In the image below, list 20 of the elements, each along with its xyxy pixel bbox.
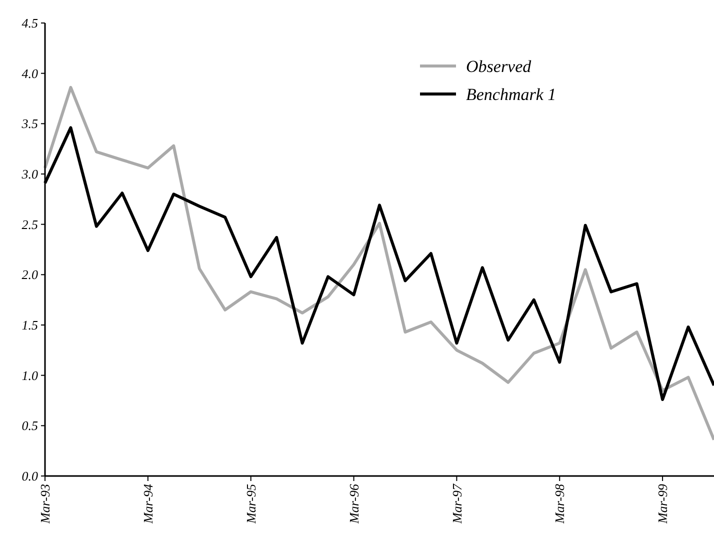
legend-label: Observed: [466, 56, 532, 76]
y-tick-label: 3.5: [20, 116, 38, 132]
x-tick-label: Mar-94: [140, 484, 156, 524]
x-tick-label: Mar-98: [552, 484, 568, 524]
x-tick-label: Mar-96: [346, 484, 362, 524]
y-tick-label: 4.5: [22, 16, 38, 31]
y-tick-label: 2.5: [22, 216, 38, 232]
y-tick-label: 0.5: [22, 418, 38, 434]
y-tick-label: 1.0: [22, 368, 38, 383]
y-tick-label: 2.0: [22, 267, 38, 282]
legend-label: Benchmark 1: [466, 84, 556, 104]
x-tick-label: Mar-95: [243, 484, 258, 524]
y-tick-label: 4.0: [22, 66, 38, 81]
y-tick-label: 0.0: [22, 468, 38, 484]
x-tick-label: Mar-97: [449, 484, 464, 524]
y-tick-label: 3.0: [20, 166, 38, 182]
x-tick-label: Mar-99: [655, 484, 670, 524]
y-tick-label: 1.5: [22, 318, 38, 333]
x-tick-label: Mar-93: [38, 484, 53, 524]
line-series: [44, 86, 714, 442]
